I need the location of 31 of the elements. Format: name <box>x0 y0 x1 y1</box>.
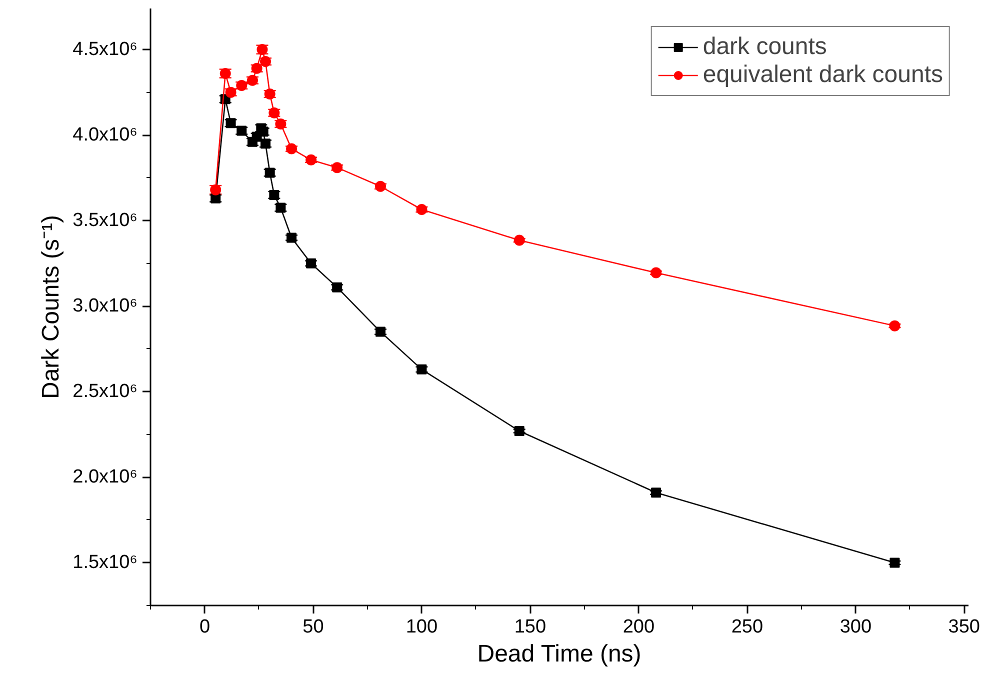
x-tick-label: 150 <box>514 616 546 638</box>
legend-label: dark counts <box>702 33 827 61</box>
y-tick-label: 3.0x10⁶ <box>72 296 138 317</box>
y-tick-label: 2.0x10⁶ <box>72 466 138 488</box>
point <box>514 426 524 436</box>
y-tick-label: 4.5x10⁶ <box>72 39 138 60</box>
y-tick-label: 1.5x10⁶ <box>72 552 138 574</box>
x-tick-label: 300 <box>840 616 872 638</box>
point <box>375 326 386 337</box>
legend-label: equivalent dark counts <box>702 61 943 89</box>
x-tick-label: 350 <box>948 616 980 638</box>
point <box>332 162 343 174</box>
y-tick-label: 3.5x10⁶ <box>72 210 138 232</box>
x-tick-label: 100 <box>406 616 438 638</box>
x-tick-label: 250 <box>731 616 764 638</box>
point <box>374 180 386 192</box>
point <box>286 143 298 154</box>
point <box>514 234 525 246</box>
y-tick-label: 4.0x10⁶ <box>72 124 138 146</box>
y-tick-label: 2.5x10⁶ <box>72 381 138 402</box>
point <box>890 558 900 568</box>
point <box>650 267 662 278</box>
x-tick-label: 0 <box>199 616 210 638</box>
x-tick-label: 50 <box>302 616 324 638</box>
y-axis-title: Dark Counts (s⁻¹) <box>38 214 65 400</box>
point <box>889 320 900 332</box>
x-tick-label: 200 <box>622 616 655 638</box>
point <box>306 154 317 166</box>
x-axis-title: Dead Time (ns) <box>477 640 642 668</box>
point <box>210 193 221 204</box>
point <box>651 488 662 498</box>
